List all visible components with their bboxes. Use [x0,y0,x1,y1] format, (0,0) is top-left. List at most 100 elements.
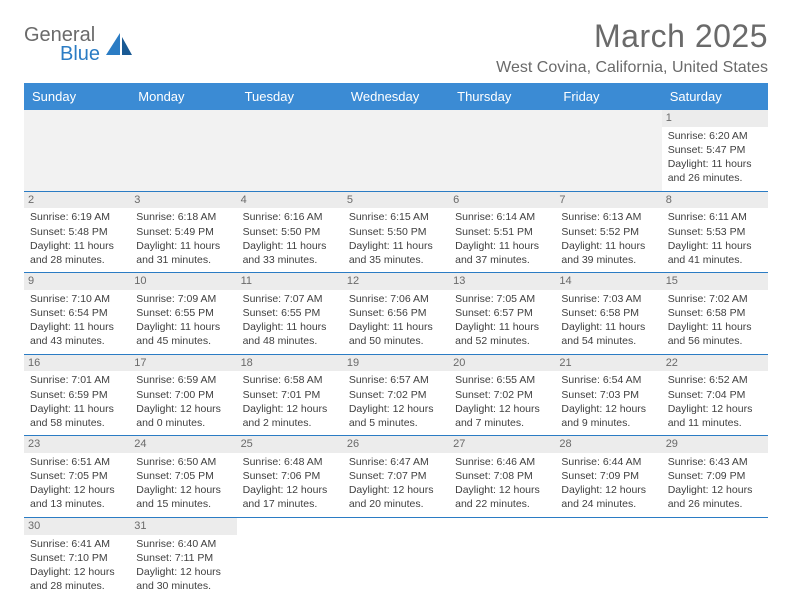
daylight-text: Daylight: 11 hours and 37 minutes. [455,239,549,267]
daylight-text: Daylight: 11 hours and 35 minutes. [349,239,443,267]
sunrise-text: Sunrise: 6:48 AM [243,455,337,469]
daylight-text: Daylight: 12 hours and 30 minutes. [136,565,230,593]
sunrise-text: Sunrise: 6:40 AM [136,537,230,551]
calendar-body: 1Sunrise: 6:20 AMSunset: 5:47 PMDaylight… [24,110,768,598]
day-header-wed: Wednesday [343,83,449,110]
sunrise-text: Sunrise: 6:19 AM [30,210,124,224]
sunrise-text: Sunrise: 6:41 AM [30,537,124,551]
daylight-text: Daylight: 12 hours and 0 minutes. [136,402,230,430]
day-number: 21 [555,355,661,372]
daylight-text: Daylight: 11 hours and 33 minutes. [243,239,337,267]
sunrise-text: Sunrise: 6:44 AM [561,455,655,469]
day-cell: 31Sunrise: 6:40 AMSunset: 7:11 PMDayligh… [130,517,236,598]
sunset-text: Sunset: 6:58 PM [668,306,762,320]
daylight-text: Daylight: 11 hours and 52 minutes. [455,320,549,348]
sunrise-text: Sunrise: 7:06 AM [349,292,443,306]
daylight-text: Daylight: 12 hours and 24 minutes. [561,483,655,511]
sunset-text: Sunset: 7:02 PM [349,388,443,402]
day-number: 5 [343,192,449,209]
daylight-text: Daylight: 12 hours and 7 minutes. [455,402,549,430]
daylight-text: Daylight: 11 hours and 54 minutes. [561,320,655,348]
day-number: 29 [662,436,768,453]
sunrise-text: Sunrise: 7:03 AM [561,292,655,306]
day-number: 6 [449,192,555,209]
daylight-text: Daylight: 11 hours and 50 minutes. [349,320,443,348]
daylight-text: Daylight: 12 hours and 11 minutes. [668,402,762,430]
day-number: 22 [662,355,768,372]
day-cell: 16Sunrise: 7:01 AMSunset: 6:59 PMDayligh… [24,354,130,436]
day-cell: 27Sunrise: 6:46 AMSunset: 7:08 PMDayligh… [449,436,555,518]
sunrise-text: Sunrise: 6:58 AM [243,373,337,387]
sunset-text: Sunset: 7:00 PM [136,388,230,402]
daylight-text: Daylight: 11 hours and 48 minutes. [243,320,337,348]
day-number: 18 [237,355,343,372]
sunset-text: Sunset: 7:02 PM [455,388,549,402]
day-cell: 4Sunrise: 6:16 AMSunset: 5:50 PMDaylight… [237,191,343,273]
sunset-text: Sunset: 7:03 PM [561,388,655,402]
day-cell: 13Sunrise: 7:05 AMSunset: 6:57 PMDayligh… [449,273,555,355]
day-header-row: Sunday Monday Tuesday Wednesday Thursday… [24,83,768,110]
day-cell: 21Sunrise: 6:54 AMSunset: 7:03 PMDayligh… [555,354,661,436]
sunrise-text: Sunrise: 6:52 AM [668,373,762,387]
day-cell [555,110,661,191]
daylight-text: Daylight: 12 hours and 17 minutes. [243,483,337,511]
daylight-text: Daylight: 11 hours and 58 minutes. [30,402,124,430]
daylight-text: Daylight: 11 hours and 45 minutes. [136,320,230,348]
sunrise-text: Sunrise: 6:11 AM [668,210,762,224]
sunset-text: Sunset: 7:11 PM [136,551,230,565]
day-cell [343,517,449,598]
sunset-text: Sunset: 7:08 PM [455,469,549,483]
day-number: 30 [24,518,130,535]
day-cell [237,517,343,598]
day-cell: 5Sunrise: 6:15 AMSunset: 5:50 PMDaylight… [343,191,449,273]
day-cell: 9Sunrise: 7:10 AMSunset: 6:54 PMDaylight… [24,273,130,355]
sunrise-text: Sunrise: 6:55 AM [455,373,549,387]
day-cell: 17Sunrise: 6:59 AMSunset: 7:00 PMDayligh… [130,354,236,436]
day-cell: 8Sunrise: 6:11 AMSunset: 5:53 PMDaylight… [662,191,768,273]
sunset-text: Sunset: 6:59 PM [30,388,124,402]
sunrise-text: Sunrise: 6:18 AM [136,210,230,224]
sunrise-text: Sunrise: 6:15 AM [349,210,443,224]
day-cell: 11Sunrise: 7:07 AMSunset: 6:55 PMDayligh… [237,273,343,355]
daylight-text: Daylight: 12 hours and 5 minutes. [349,402,443,430]
daylight-text: Daylight: 12 hours and 2 minutes. [243,402,337,430]
sunrise-text: Sunrise: 6:43 AM [668,455,762,469]
header-right: March 2025 West Covina, California, Unit… [496,18,768,77]
day-number: 8 [662,192,768,209]
location: West Covina, California, United States [496,59,768,77]
sunset-text: Sunset: 6:54 PM [30,306,124,320]
sunset-text: Sunset: 7:07 PM [349,469,443,483]
sunset-text: Sunset: 6:58 PM [561,306,655,320]
sunset-text: Sunset: 7:01 PM [243,388,337,402]
day-number: 4 [237,192,343,209]
sunset-text: Sunset: 5:52 PM [561,225,655,239]
calendar-week-row: 16Sunrise: 7:01 AMSunset: 6:59 PMDayligh… [24,354,768,436]
calendar-week-row: 2Sunrise: 6:19 AMSunset: 5:48 PMDaylight… [24,191,768,273]
day-cell: 6Sunrise: 6:14 AMSunset: 5:51 PMDaylight… [449,191,555,273]
logo: General Blue [24,24,134,66]
day-header-sat: Saturday [662,83,768,110]
sunrise-text: Sunrise: 7:10 AM [30,292,124,306]
sunrise-text: Sunrise: 6:59 AM [136,373,230,387]
day-number: 19 [343,355,449,372]
sunset-text: Sunset: 7:05 PM [30,469,124,483]
calendar-table: Sunday Monday Tuesday Wednesday Thursday… [24,83,768,598]
sunrise-text: Sunrise: 6:14 AM [455,210,549,224]
day-cell: 23Sunrise: 6:51 AMSunset: 7:05 PMDayligh… [24,436,130,518]
sunrise-text: Sunrise: 6:16 AM [243,210,337,224]
day-cell: 10Sunrise: 7:09 AMSunset: 6:55 PMDayligh… [130,273,236,355]
day-number: 17 [130,355,236,372]
sunrise-text: Sunrise: 6:13 AM [561,210,655,224]
day-number: 13 [449,273,555,290]
sunset-text: Sunset: 5:47 PM [668,143,762,157]
day-number: 26 [343,436,449,453]
day-number: 27 [449,436,555,453]
day-number: 25 [237,436,343,453]
day-cell: 1Sunrise: 6:20 AMSunset: 5:47 PMDaylight… [662,110,768,191]
sunrise-text: Sunrise: 6:50 AM [136,455,230,469]
calendar-week-row: 9Sunrise: 7:10 AMSunset: 6:54 PMDaylight… [24,273,768,355]
calendar-week-row: 30Sunrise: 6:41 AMSunset: 7:10 PMDayligh… [24,517,768,598]
day-cell: 3Sunrise: 6:18 AMSunset: 5:49 PMDaylight… [130,191,236,273]
daylight-text: Daylight: 11 hours and 39 minutes. [561,239,655,267]
sunrise-text: Sunrise: 6:51 AM [30,455,124,469]
